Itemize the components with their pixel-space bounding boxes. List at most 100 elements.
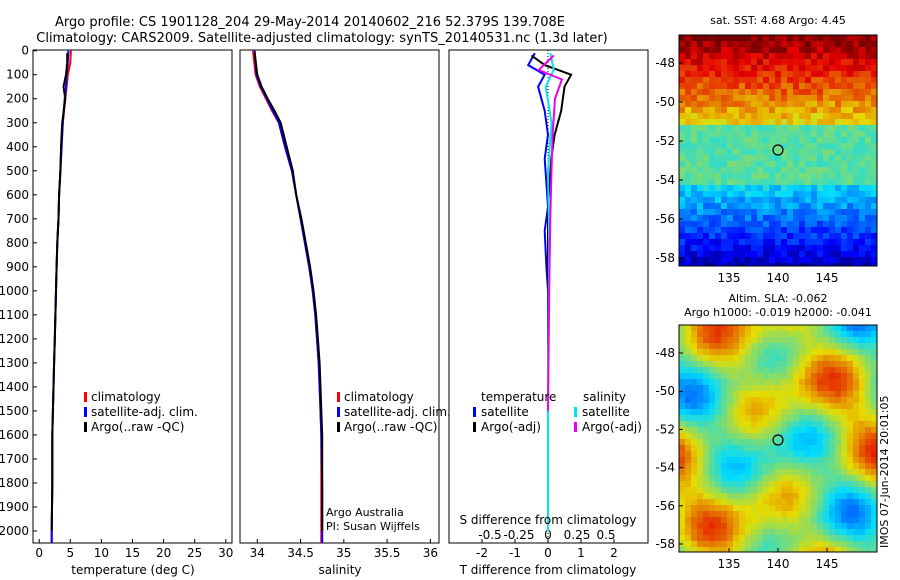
- sla-cell: [871, 421, 877, 427]
- sst-cell: [829, 101, 835, 107]
- sla-cell: [733, 361, 739, 367]
- sst-cell: [691, 53, 697, 59]
- sst-cell: [715, 71, 721, 77]
- sst-cell: [817, 155, 823, 161]
- sst-cell: [679, 191, 685, 197]
- sla-cell: [775, 535, 781, 541]
- sst-cell: [703, 173, 709, 179]
- sla-cell: [793, 475, 799, 481]
- sst-cell: [781, 95, 787, 101]
- sla-cell: [769, 355, 775, 361]
- sst-cell: [871, 263, 877, 266]
- sst-cell: [859, 41, 865, 47]
- sst-cell: [853, 185, 859, 191]
- sla-cell: [805, 367, 811, 373]
- sla-cell: [769, 463, 775, 469]
- sla-cell: [775, 493, 781, 499]
- sst-cell: [751, 95, 757, 101]
- sst-cell: [859, 215, 865, 221]
- sst-cell: [805, 161, 811, 167]
- sla-cell: [853, 433, 859, 439]
- sst-cell: [787, 71, 793, 77]
- sst-cell: [691, 149, 697, 155]
- sla-cell: [691, 493, 697, 499]
- sla-cell: [757, 547, 763, 552]
- sst-cell: [859, 173, 865, 179]
- sla-cell: [847, 469, 853, 475]
- sst-cell: [733, 221, 739, 227]
- sla-cell: [823, 505, 829, 511]
- sla-cell: [781, 523, 787, 529]
- sla-cell: [727, 331, 733, 337]
- sla-cell: [703, 409, 709, 415]
- sst-cell: [739, 53, 745, 59]
- sst-cell: [727, 251, 733, 257]
- sla-cell: [793, 541, 799, 547]
- sla-cell: [703, 325, 709, 331]
- sla-cell: [823, 403, 829, 409]
- sst-cell: [739, 149, 745, 155]
- sla-cell: [703, 505, 709, 511]
- sla-cell: [679, 427, 685, 433]
- sst-cell: [835, 83, 841, 89]
- sst-cell: [805, 131, 811, 137]
- sst-cell: [763, 173, 769, 179]
- sst-cell: [799, 137, 805, 143]
- sla-cell: [829, 409, 835, 415]
- sla-cell: [685, 457, 691, 463]
- sla-cell: [805, 385, 811, 391]
- sst-cell: [793, 143, 799, 149]
- sla-cell: [697, 463, 703, 469]
- sla-cell: [775, 409, 781, 415]
- sla-cell: [805, 337, 811, 343]
- sst-cell: [847, 197, 853, 203]
- sla-cell: [835, 337, 841, 343]
- sst-cell: [739, 173, 745, 179]
- sst-cell: [691, 173, 697, 179]
- sla-cell: [865, 535, 871, 541]
- sst-cell: [829, 65, 835, 71]
- sla-cell: [715, 481, 721, 487]
- sla-cell: [685, 325, 691, 331]
- sla-cell: [835, 439, 841, 445]
- sla-cell: [727, 511, 733, 517]
- sst-cell: [763, 179, 769, 185]
- sst-cell: [835, 215, 841, 221]
- sst-cell: [769, 149, 775, 155]
- sst-cell: [757, 71, 763, 77]
- sla-cell: [805, 445, 811, 451]
- sst-cell: [685, 131, 691, 137]
- sst-cell: [847, 47, 853, 53]
- sla-cell: [727, 403, 733, 409]
- sla-cell: [823, 457, 829, 463]
- sla-cell: [865, 421, 871, 427]
- sst-cell: [865, 191, 871, 197]
- sla-cell: [859, 355, 865, 361]
- sst-cell: [823, 95, 829, 101]
- sla-cell: [871, 397, 877, 403]
- sla-cell: [691, 511, 697, 517]
- sla-cell: [865, 517, 871, 523]
- sla-cell: [859, 463, 865, 469]
- sst-cell: [805, 65, 811, 71]
- sla-cell: [703, 367, 709, 373]
- sla-cell: [715, 439, 721, 445]
- sla-cell: [859, 331, 865, 337]
- sst-cell: [751, 113, 757, 119]
- sla-cell: [709, 403, 715, 409]
- sst-cell: [727, 173, 733, 179]
- sst-cell: [793, 155, 799, 161]
- sla-cell: [853, 379, 859, 385]
- sla-cell: [841, 331, 847, 337]
- sla-cell: [799, 499, 805, 505]
- sla-cell: [799, 361, 805, 367]
- sst-cell: [823, 59, 829, 65]
- legend-t-satellite-label: satellite: [481, 405, 529, 419]
- sst-cell: [865, 233, 871, 239]
- difference-panel: -2 -1 0 1 2-0.5 -0.25 0 0.25 0.5 temperature sat…: [448, 49, 649, 577]
- sst-cell: [847, 101, 853, 107]
- sla-cell: [769, 451, 775, 457]
- sla-cell: [835, 517, 841, 523]
- legend-s-argo-swatch: [574, 422, 577, 432]
- sst-cell: [811, 239, 817, 245]
